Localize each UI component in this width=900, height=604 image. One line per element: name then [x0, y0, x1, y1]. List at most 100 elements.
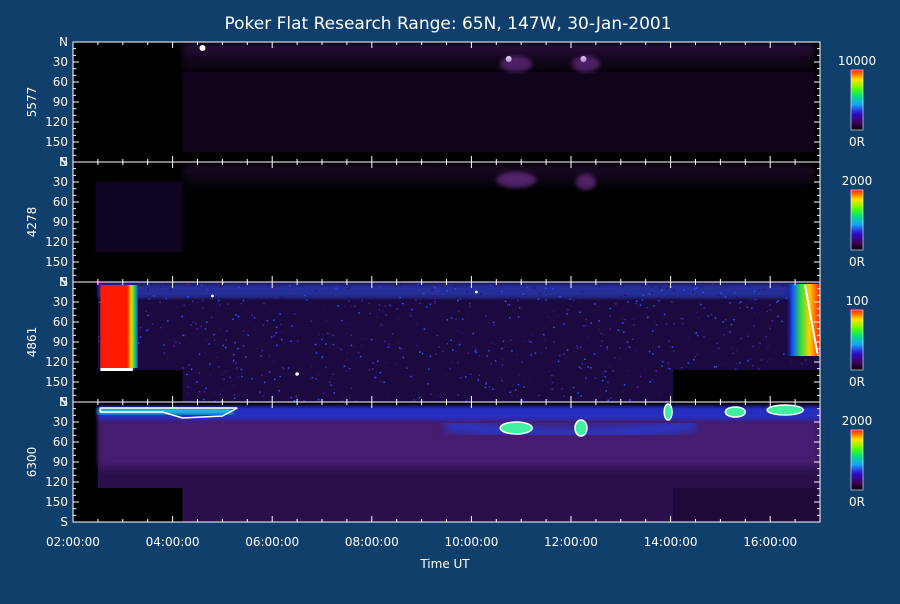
noise-speck [537, 298, 540, 300]
noise-speck [522, 293, 524, 295]
noise-speck [238, 375, 240, 378]
noise-speck [446, 319, 449, 321]
noise-speck [661, 365, 663, 367]
noise-speck [232, 360, 235, 362]
noise-speck [354, 305, 357, 308]
noise-speck [235, 315, 238, 317]
noise-speck [454, 288, 457, 290]
noise-speck [739, 307, 742, 309]
noise-speck [471, 345, 474, 348]
noise-speck [724, 362, 727, 365]
noise-speck [457, 394, 459, 396]
noise-speck [551, 374, 553, 377]
noise-speck [190, 368, 193, 370]
noise-speck [693, 359, 695, 361]
noise-speck [159, 286, 161, 289]
noise-speck [404, 342, 407, 344]
noise-speck [346, 351, 348, 354]
noise-speck [644, 368, 646, 371]
noise-speck [687, 337, 690, 339]
panel-4861: N 30 60 90 120 150 S 4861 100 0R [25, 275, 868, 409]
noise-speck [655, 370, 657, 372]
noise-speck [214, 283, 217, 285]
noise-speck [238, 395, 240, 397]
noise-speck [162, 284, 165, 286]
noise-speck [606, 346, 609, 348]
noise-speck [729, 331, 731, 333]
noise-speck [558, 364, 561, 367]
noise-speck [531, 334, 533, 337]
noise-speck [500, 377, 502, 379]
noise-speck [295, 327, 298, 329]
y-tick-label: N [59, 395, 68, 409]
noise-speck [625, 295, 627, 297]
noise-speck [565, 357, 567, 359]
noise-speck [489, 284, 492, 287]
noise-speck [609, 307, 611, 310]
noise-speck [233, 354, 235, 356]
noise-speck [651, 379, 654, 381]
bright-patch [724, 406, 747, 418]
noise-speck [583, 324, 585, 327]
noise-speck [729, 302, 731, 304]
noise-speck [781, 289, 783, 292]
noise-speck [763, 288, 765, 291]
noise-speck [275, 296, 277, 299]
noise-speck [484, 386, 487, 389]
noise-speck [549, 371, 551, 373]
noise-speck [387, 346, 390, 348]
noise-speck [598, 395, 601, 398]
noise-speck [268, 371, 271, 373]
noise-speck [396, 291, 399, 294]
noise-speck [389, 346, 391, 348]
noise-speck [389, 295, 391, 297]
noise-speck [218, 366, 220, 368]
noise-speck [485, 315, 487, 317]
noise-speck [726, 326, 728, 329]
noise-speck [315, 352, 318, 354]
noise-speck [327, 332, 329, 335]
noise-speck [343, 365, 346, 368]
noise-speck [222, 282, 224, 284]
noise-speck [293, 400, 296, 402]
noise-speck [189, 283, 192, 285]
noise-speck [385, 314, 387, 316]
noise-speck [639, 304, 642, 306]
noise-speck [369, 312, 371, 315]
noise-speck [200, 327, 202, 329]
noise-speck [736, 363, 738, 366]
noise-speck [321, 357, 323, 359]
noise-speck [226, 330, 228, 332]
noise-speck [455, 318, 457, 321]
y-tick-label: 150 [45, 255, 68, 269]
x-tick-label: 04:00:00 [146, 535, 200, 549]
noise-speck [516, 353, 518, 355]
noise-speck [755, 298, 758, 301]
noise-speck [735, 368, 737, 371]
noise-speck [456, 329, 459, 332]
noise-speck [625, 347, 627, 350]
noise-speck [539, 293, 542, 295]
noise-speck [456, 363, 459, 365]
noise-speck [617, 329, 620, 331]
noise-speck [431, 289, 433, 291]
noise-speck [694, 290, 696, 292]
bright-patch [499, 421, 533, 435]
noise-speck [623, 384, 626, 386]
noise-speck [572, 386, 575, 389]
noise-speck [357, 352, 360, 354]
noise-speck [296, 340, 299, 343]
noise-speck [411, 308, 413, 311]
noise-speck [321, 338, 323, 341]
noise-speck [671, 346, 674, 348]
noise-speck [290, 340, 292, 342]
x-axis: 02:00:00 04:00:00 06:00:00 08:00:00 10:00:00… [46, 42, 821, 549]
noise-speck [165, 298, 168, 300]
noise-speck [522, 340, 525, 343]
noise-speck [501, 358, 504, 361]
noise-speck [455, 285, 457, 287]
noise-speck [604, 376, 606, 378]
noise-speck [184, 383, 186, 385]
noise-speck [718, 347, 720, 350]
noise-speck [553, 293, 555, 295]
